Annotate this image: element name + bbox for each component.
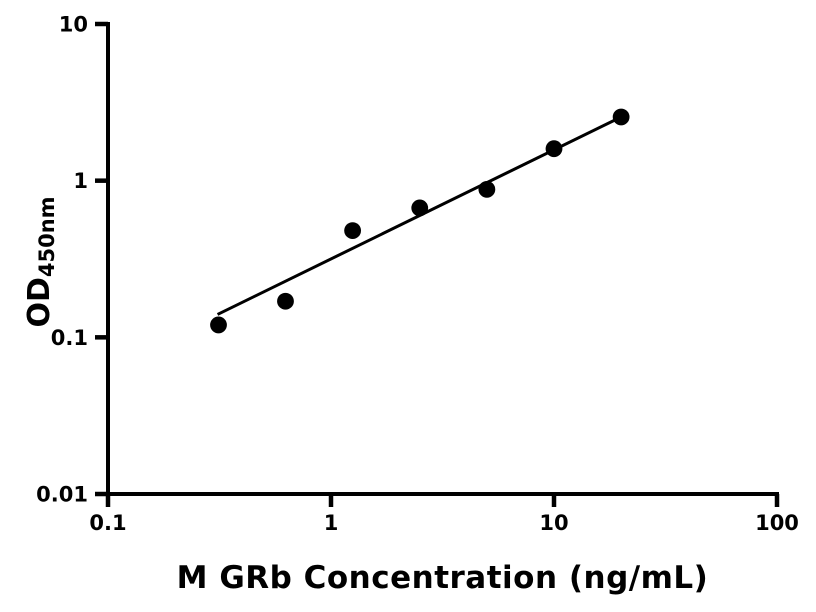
y-axis-title-subscript: 450nm: [35, 196, 59, 278]
y-tick-label: 10: [59, 13, 88, 37]
x-tick-label: 100: [755, 511, 799, 535]
y-axis-title: OD450nm: [21, 159, 59, 365]
data-point: [344, 222, 362, 240]
y-tick-label: 0.1: [51, 326, 88, 350]
x-axis-title: M GRb Concentration (ng/mL): [176, 560, 709, 596]
x-tick-label: 10: [539, 511, 568, 535]
y-axis-title-main: OD: [22, 277, 57, 328]
data-point: [478, 180, 496, 198]
data-point: [277, 292, 294, 310]
y-tick-label: 0.01: [36, 483, 88, 507]
x-tick-label: 0.1: [89, 511, 126, 535]
data-point: [545, 140, 563, 158]
x-tick-label: 1: [324, 511, 339, 535]
data-point: [210, 316, 227, 334]
y-tick-label: 1: [73, 169, 88, 193]
data-point: [612, 108, 630, 126]
data-point: [411, 199, 429, 217]
